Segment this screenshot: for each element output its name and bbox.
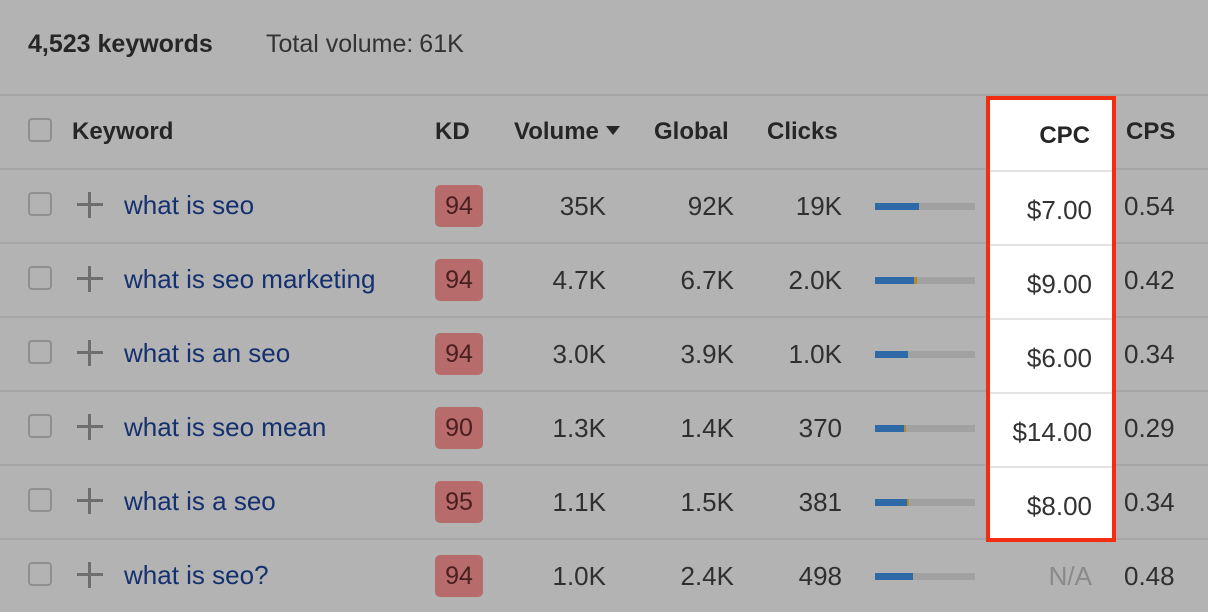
cpc-value: $6.00 <box>1026 343 1092 373</box>
row-checkbox[interactable] <box>28 192 52 216</box>
keyword-link[interactable]: what is seo <box>124 190 255 220</box>
row-checkbox[interactable] <box>28 562 52 586</box>
organic-clicks-fill <box>875 277 914 284</box>
global-value: 1.5K <box>680 487 735 517</box>
keyword-link[interactable]: what is seo? <box>124 560 269 590</box>
organic-clicks-fill <box>875 425 904 432</box>
clicks-bar <box>875 573 975 580</box>
organic-clicks-fill <box>875 203 919 210</box>
row-checkbox[interactable] <box>28 340 52 364</box>
column-header-keyword[interactable]: Keyword <box>72 118 174 145</box>
kd-badge: 94 <box>435 333 483 375</box>
column-header-volume[interactable]: Volume <box>514 118 620 146</box>
clicks-value: 381 <box>798 487 842 517</box>
column-header-cps[interactable]: CPS <box>1126 118 1176 145</box>
clicks-bar <box>875 425 975 432</box>
volume-value: 3.0K <box>552 339 607 369</box>
paid-clicks-fill <box>904 425 906 432</box>
global-value: 1.4K <box>680 413 735 443</box>
clicks-bar <box>875 351 975 358</box>
kd-badge: 95 <box>435 481 483 523</box>
kd-badge: 90 <box>435 407 483 449</box>
cpc-column-highlight: CPC $7.00 $9.00 $6.00 $14.00 $8.00 <box>986 96 1116 542</box>
plus-icon[interactable] <box>77 266 103 292</box>
column-header-volume-label: Volume <box>514 118 599 145</box>
cps-value: 0.48 <box>1124 561 1175 591</box>
cps-value: 0.42 <box>1124 265 1175 295</box>
volume-value: 1.0K <box>552 561 607 591</box>
column-header-kd[interactable]: KD <box>435 118 470 145</box>
keyword-link[interactable]: what is an seo <box>124 338 291 368</box>
volume-value: 1.1K <box>552 487 607 517</box>
keyword-link[interactable]: what is seo marketing <box>124 264 376 294</box>
organic-clicks-fill <box>875 573 913 580</box>
cpc-value: $8.00 <box>1026 491 1092 521</box>
keyword-link[interactable]: what is a seo <box>124 486 276 516</box>
clicks-bar <box>875 277 975 284</box>
row-checkbox[interactable] <box>28 488 52 512</box>
keyword-link[interactable]: what is seo mean <box>124 412 327 442</box>
table-row: what is seo marketing 94 4.7K 6.7K 2.0K … <box>0 244 1208 318</box>
plus-icon[interactable] <box>77 488 103 514</box>
cps-value: 0.29 <box>1124 413 1175 443</box>
paid-clicks-fill <box>914 277 917 284</box>
clicks-value: 370 <box>798 413 842 443</box>
cpc-value: $9.00 <box>1026 269 1092 299</box>
row-checkbox[interactable] <box>28 266 52 290</box>
plus-icon[interactable] <box>77 340 103 366</box>
global-value: 3.9K <box>680 339 735 369</box>
kd-badge: 94 <box>435 185 483 227</box>
cps-value: 0.34 <box>1124 339 1175 369</box>
total-volume: Total volume: 61K <box>266 30 464 59</box>
cpc-row-divider <box>990 392 1112 394</box>
table-row: what is a seo 95 1.1K 1.5K 381 0.34 <box>0 466 1208 540</box>
row-checkbox[interactable] <box>28 414 52 438</box>
column-header-global[interactable]: Global <box>654 118 729 145</box>
keywords-table: Keyword KD Volume Global Clicks CPS what… <box>0 96 1208 612</box>
table-row: what is seo 94 35K 92K 19K 0.54 <box>0 170 1208 244</box>
clicks-bar <box>875 203 975 210</box>
table-row: what is seo? 94 1.0K 2.4K 498 N/A 0.48 <box>0 540 1208 612</box>
global-value: 92K <box>687 191 734 221</box>
plus-icon[interactable] <box>77 192 103 218</box>
clicks-value: 19K <box>795 191 842 221</box>
cpc-value: N/A <box>1048 561 1092 591</box>
cpc-row-divider <box>990 170 1112 172</box>
table-row: what is an seo 94 3.0K 3.9K 1.0K 0.34 <box>0 318 1208 392</box>
select-all-checkbox[interactable] <box>28 118 52 142</box>
plus-icon[interactable] <box>77 562 103 588</box>
organic-clicks-fill <box>875 499 907 506</box>
table-row: what is seo mean 90 1.3K 1.4K 370 0.29 <box>0 392 1208 466</box>
column-header-clicks[interactable]: Clicks <box>767 118 838 145</box>
clicks-value: 498 <box>798 561 842 591</box>
cpc-row-divider <box>990 466 1112 468</box>
volume-value: 35K <box>559 191 606 221</box>
global-value: 6.7K <box>680 265 735 295</box>
kd-badge: 94 <box>435 555 483 597</box>
results-summary: 4,523 keywords Total volume: 61K <box>0 0 1208 96</box>
clicks-value: 2.0K <box>788 265 843 295</box>
table-header: Keyword KD Volume Global Clicks CPS <box>0 96 1208 170</box>
kd-badge: 94 <box>435 259 483 301</box>
cpc-value: $7.00 <box>1026 195 1092 225</box>
cpc-row-divider <box>990 244 1112 246</box>
keyword-count: 4,523 keywords <box>28 30 213 58</box>
global-value: 2.4K <box>680 561 735 591</box>
cpc-row-divider <box>990 318 1112 320</box>
volume-value: 1.3K <box>552 413 607 443</box>
cpc-value: $14.00 <box>1012 417 1092 447</box>
cps-value: 0.34 <box>1124 487 1175 517</box>
cps-value: 0.54 <box>1124 191 1175 221</box>
clicks-bar <box>875 499 975 506</box>
caret-down-icon <box>605 126 620 136</box>
paid-clicks-fill <box>907 499 909 506</box>
total-volume-value: 61K <box>419 30 464 58</box>
column-header-cpc[interactable]: CPC <box>1039 122 1090 149</box>
organic-clicks-fill <box>875 351 908 358</box>
plus-icon[interactable] <box>77 414 103 440</box>
volume-value: 4.7K <box>552 265 607 295</box>
total-volume-label: Total volume: <box>266 30 414 58</box>
clicks-value: 1.0K <box>788 339 843 369</box>
